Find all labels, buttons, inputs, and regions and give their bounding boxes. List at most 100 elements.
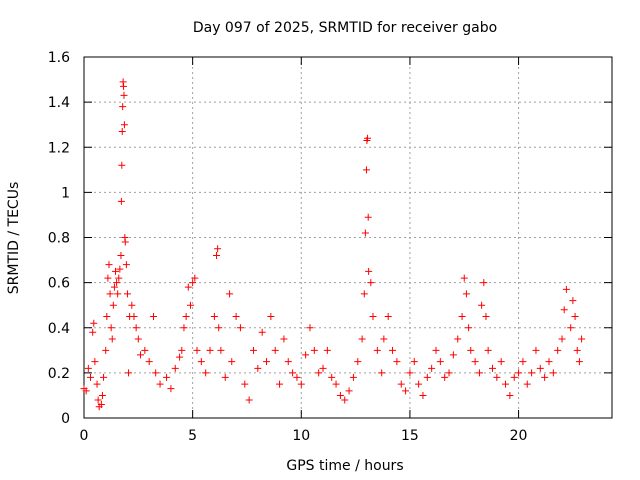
y-tick-label: 1 xyxy=(61,185,70,201)
data-point xyxy=(217,346,225,354)
y-tick-label: 1.6 xyxy=(48,50,70,66)
data-point xyxy=(197,358,205,366)
data-point xyxy=(349,373,357,381)
data-point xyxy=(128,301,136,309)
data-point xyxy=(332,380,340,388)
y-axis-label: SRMTID / TECUs xyxy=(6,182,22,295)
data-point xyxy=(575,358,583,366)
data-point xyxy=(532,346,540,354)
data-point xyxy=(380,335,388,343)
data-point xyxy=(105,261,113,269)
data-point xyxy=(358,335,366,343)
data-point xyxy=(471,358,479,366)
data-point xyxy=(560,306,568,314)
y-tick-label: 0.2 xyxy=(48,366,70,382)
data-point xyxy=(93,380,101,388)
data-point xyxy=(558,335,566,343)
data-point xyxy=(458,312,466,320)
data-point xyxy=(94,396,102,404)
data-point xyxy=(402,387,410,395)
data-point xyxy=(515,369,523,377)
data-point xyxy=(108,335,116,343)
data-point xyxy=(100,373,108,381)
data-point xyxy=(109,301,117,309)
data-point xyxy=(118,127,126,135)
data-point xyxy=(267,312,275,320)
data-point xyxy=(214,245,222,253)
data-point xyxy=(112,267,120,275)
data-point xyxy=(488,364,496,372)
data-point xyxy=(84,364,92,372)
data-point xyxy=(545,358,553,366)
data-point xyxy=(156,380,164,388)
data-point xyxy=(210,312,218,320)
data-point xyxy=(130,312,138,320)
data-point xyxy=(369,312,377,320)
data-point xyxy=(367,279,375,287)
data-point xyxy=(364,213,372,221)
data-point xyxy=(497,358,505,366)
data-point xyxy=(136,351,144,359)
x-axis-label: GPS time / hours xyxy=(286,458,403,474)
data-point xyxy=(102,346,110,354)
data-point xyxy=(397,380,405,388)
data-point xyxy=(302,351,310,359)
data-point xyxy=(306,324,314,332)
data-point xyxy=(120,82,128,90)
data-point xyxy=(328,373,336,381)
data-point xyxy=(182,312,190,320)
data-point xyxy=(573,346,581,354)
data-point xyxy=(578,335,586,343)
data-point xyxy=(315,369,323,377)
y-tick-label: 0 xyxy=(61,411,70,427)
data-point xyxy=(236,324,244,332)
data-point xyxy=(506,391,514,399)
data-point xyxy=(365,267,373,275)
data-point xyxy=(562,285,570,293)
data-point xyxy=(228,358,236,366)
data-point xyxy=(393,358,401,366)
data-point xyxy=(171,364,179,372)
data-point xyxy=(432,346,440,354)
data-point xyxy=(254,364,262,372)
y-tick-label: 0.6 xyxy=(48,276,70,292)
data-point xyxy=(241,380,249,388)
data-point xyxy=(406,369,414,377)
data-point xyxy=(176,353,184,361)
data-point xyxy=(354,358,362,366)
data-point xyxy=(384,312,392,320)
data-point xyxy=(460,274,468,282)
data-point xyxy=(115,274,123,282)
data-point xyxy=(245,396,253,404)
data-point xyxy=(163,373,171,381)
data-point xyxy=(150,312,158,320)
data-point xyxy=(120,91,128,99)
data-point xyxy=(360,290,368,298)
data-point xyxy=(114,290,122,298)
data-point xyxy=(107,324,115,332)
data-point xyxy=(193,346,201,354)
data-point xyxy=(336,391,344,399)
data-point xyxy=(549,369,557,377)
data-point xyxy=(87,373,95,381)
data-point xyxy=(110,283,118,291)
data-point xyxy=(475,369,483,377)
grid-lines xyxy=(84,57,612,418)
y-tick-label: 0.8 xyxy=(48,231,70,247)
data-point xyxy=(117,197,125,205)
data-point xyxy=(213,252,221,260)
data-point xyxy=(297,380,305,388)
data-point xyxy=(98,391,106,399)
data-point xyxy=(191,274,199,282)
x-tick-label: 5 xyxy=(188,428,197,444)
data-point xyxy=(120,121,128,129)
data-point xyxy=(364,134,372,142)
data-point xyxy=(454,335,462,343)
data-point xyxy=(465,324,473,332)
data-point xyxy=(206,346,214,354)
data-point xyxy=(118,161,126,169)
x-tick-label: 0 xyxy=(80,428,89,444)
data-point xyxy=(536,364,544,372)
data-point xyxy=(361,229,369,237)
